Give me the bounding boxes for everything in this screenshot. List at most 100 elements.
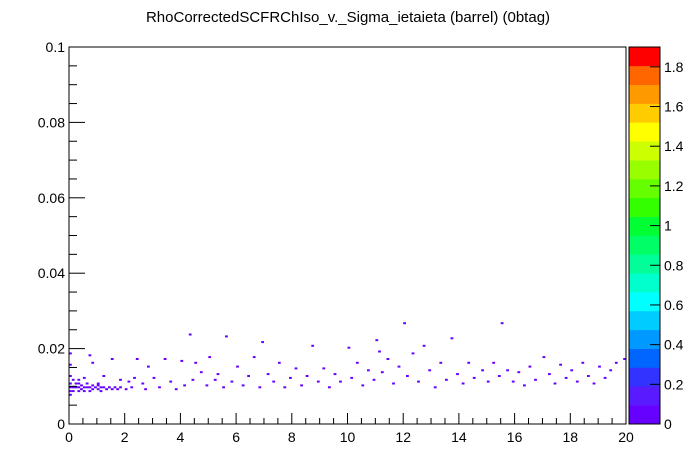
heatmap-cell (272, 380, 276, 383)
colorbar-segment (629, 254, 660, 274)
heatmap-cell (135, 358, 139, 360)
colorbar-segment (629, 47, 660, 67)
y-tick-label: 0.1 (46, 39, 66, 55)
y-tick-label: 0.02 (38, 341, 65, 357)
colorbar-segment (629, 310, 660, 331)
heatmap-cell (247, 375, 250, 377)
heatmap-cell (94, 386, 97, 389)
heatmap-cell (277, 361, 281, 364)
heatmap-cell (294, 367, 298, 370)
heatmap-cell (623, 358, 626, 360)
colorbar-segment (629, 216, 660, 236)
colorbar-segment (629, 178, 660, 199)
heatmap-cell (380, 371, 384, 374)
heatmap-cell (69, 386, 72, 389)
heatmap-cell (225, 335, 228, 338)
heatmap-cell (69, 352, 72, 355)
colorbar-segment (629, 329, 660, 349)
heatmap-cell (69, 382, 72, 385)
y-axis: 0 0.02 0.04 0.06 0.08 0.1 (38, 39, 85, 432)
heatmap-cell (119, 378, 122, 381)
heatmap-cell (575, 380, 579, 383)
heatmap-cell (77, 382, 81, 385)
heatmap-cell (71, 386, 75, 389)
heatmap-cell (236, 365, 239, 368)
heatmap-cell (439, 361, 443, 364)
colorbar-segment (629, 197, 660, 217)
x-tick-label: 8 (288, 429, 296, 445)
heatmap-cell (528, 365, 532, 368)
x-tick-label: 18 (563, 429, 579, 445)
heatmap-cell (71, 390, 75, 393)
heatmap-cell (96, 384, 100, 387)
heatmap-cell (328, 386, 331, 389)
colorbar-tick-label: 0.4 (664, 337, 684, 353)
heatmap-cell (96, 388, 100, 391)
heatmap-cell (350, 376, 354, 379)
heatmap-cell (492, 361, 496, 364)
heatmap-cell (300, 384, 303, 387)
chart-title: RhoCorrectedSCFRChIso_v._Sigma_ietaieta … (146, 9, 550, 26)
colorbar-segment (629, 348, 660, 368)
x-tick-label: 12 (395, 429, 411, 445)
heatmap-cell (74, 386, 78, 389)
colorbar-segment (629, 292, 660, 312)
heatmap-cell (194, 361, 198, 364)
heatmap-cell (506, 369, 509, 372)
x-tick-label: 4 (177, 429, 185, 445)
heatmap-cell (581, 361, 585, 364)
heatmap-cell (144, 388, 147, 391)
heatmap-cell (411, 352, 415, 355)
heatmap-cell (158, 386, 161, 389)
x-tick-label: 2 (121, 429, 129, 445)
heatmap-cell (472, 376, 476, 379)
heatmap-cell (542, 356, 546, 359)
heatmap-cell (511, 380, 515, 383)
heatmap-cell (199, 371, 203, 374)
heatmap-cell (467, 361, 471, 364)
heatmap-cell (316, 380, 320, 383)
heatmap-cell (188, 333, 192, 336)
heatmap-cell (592, 382, 596, 385)
x-tick-label: 16 (507, 429, 523, 445)
heatmap-cell (91, 384, 95, 387)
colorbar-tick-label: 0.8 (664, 257, 684, 273)
heatmap-cell (180, 359, 184, 362)
heatmap-cell (88, 354, 92, 357)
heatmap-cell (559, 363, 562, 366)
colorbar-tick-label: 0.6 (664, 297, 684, 313)
colorbar-tick-label: 1.6 (664, 99, 684, 115)
colorbar-tick-label: 1.2 (664, 178, 684, 194)
heatmap-cell (163, 358, 167, 360)
heatmap-cell (71, 378, 75, 381)
heatmap-cell (113, 386, 117, 389)
heatmap-cell (222, 386, 225, 389)
heatmap-cell (456, 373, 459, 376)
heatmap-cell (289, 376, 292, 379)
heatmap-cell (102, 386, 106, 389)
heatmap-cell (283, 386, 287, 389)
heatmap-cell (564, 376, 568, 379)
heatmap-cell (375, 339, 379, 342)
colorbar-segment (629, 103, 660, 123)
heatmap-cell (258, 386, 262, 389)
colorbar-segment (629, 235, 660, 255)
heatmap-cell (169, 380, 173, 383)
heatmap-cell (116, 388, 120, 391)
x-axis: 0 2 4 6 8 10 12 14 16 18 20 (65, 413, 634, 445)
x-tick-label: 20 (618, 429, 634, 445)
colorbar-segment (629, 122, 660, 142)
heatmap-cells (69, 322, 626, 396)
heatmap-cell (80, 388, 83, 391)
heatmap-cell (548, 373, 551, 376)
y-tick-label: 0.08 (38, 114, 65, 130)
heatmap-cell (130, 386, 134, 389)
colorbar-segment (629, 273, 660, 293)
colorbar-tick-label: 0.2 (664, 376, 684, 392)
heatmap-cell (322, 367, 326, 370)
heatmap-cell (69, 375, 72, 377)
heatmap-cell (378, 350, 381, 353)
heatmap-cell (497, 375, 501, 377)
